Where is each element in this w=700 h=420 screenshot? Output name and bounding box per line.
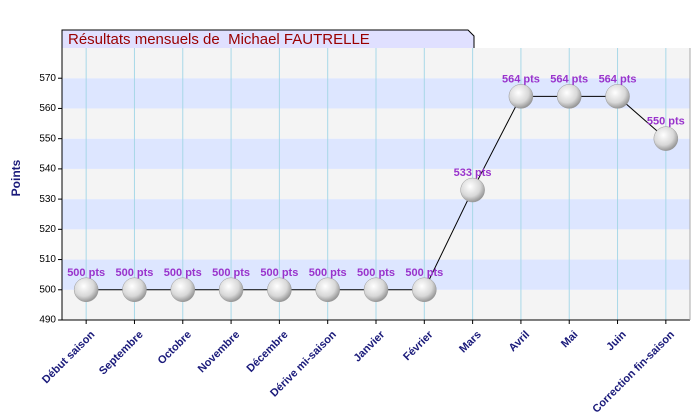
data-marker	[605, 84, 630, 109]
y-tick-label: 560	[39, 103, 56, 114]
data-marker	[170, 277, 196, 303]
value-label: 500 pts	[164, 267, 202, 279]
x-tick-label: Décembre	[244, 329, 290, 375]
data-marker	[653, 126, 679, 151]
x-tick-label: Juin	[604, 329, 629, 354]
y-tick-label: 540	[39, 164, 56, 175]
y-tick-label: 530	[39, 194, 56, 205]
data-marker	[218, 277, 244, 303]
chart-title: Résultats mensuels de Michael FAUTRELLE	[68, 31, 370, 48]
plot-background	[62, 48, 690, 320]
x-tick-label: Mars	[457, 329, 484, 356]
value-label: 500 pts	[309, 267, 347, 279]
x-tick-label: Novembre	[196, 329, 243, 376]
value-label: 533 pts	[454, 167, 492, 179]
value-label: 564 pts	[599, 73, 637, 85]
data-marker	[460, 177, 485, 203]
value-label: 500 pts	[260, 267, 298, 279]
x-tick-label: Février	[401, 328, 436, 363]
x-tick-label: Octobre	[156, 329, 194, 367]
value-label: 564 pts	[502, 73, 540, 85]
value-label: 500 pts	[67, 267, 105, 279]
y-tick-label: 500	[39, 284, 56, 295]
y-tick-label: 570	[39, 73, 56, 84]
x-tick-label: Mai	[559, 329, 580, 350]
value-label: 500 pts	[116, 267, 154, 279]
y-tick-label: 490	[39, 315, 56, 326]
x-tick-label: Début saison	[40, 329, 98, 387]
value-label: 500 pts	[405, 267, 443, 279]
data-marker	[556, 84, 582, 109]
y-tick-label: 520	[39, 224, 56, 235]
x-tick-label: Septembre	[97, 329, 146, 378]
data-marker	[508, 84, 534, 109]
x-tick-label: Avril	[507, 329, 532, 354]
value-label: 500 pts	[357, 267, 395, 279]
data-marker	[412, 277, 437, 303]
y-tick-label: 550	[39, 133, 56, 144]
data-marker	[267, 277, 292, 303]
data-marker	[122, 277, 147, 303]
data-marker	[315, 277, 340, 303]
x-tick-label: Correction fin-saison	[590, 329, 677, 416]
y-axis-label: Points	[9, 159, 23, 196]
data-marker	[363, 277, 389, 303]
value-label: 500 pts	[212, 267, 250, 279]
value-label: 550 pts	[647, 116, 685, 128]
y-tick-label: 510	[39, 254, 56, 265]
x-tick-label: Janvier	[351, 328, 387, 364]
value-label: 564 pts	[550, 73, 588, 85]
data-marker	[73, 277, 99, 303]
